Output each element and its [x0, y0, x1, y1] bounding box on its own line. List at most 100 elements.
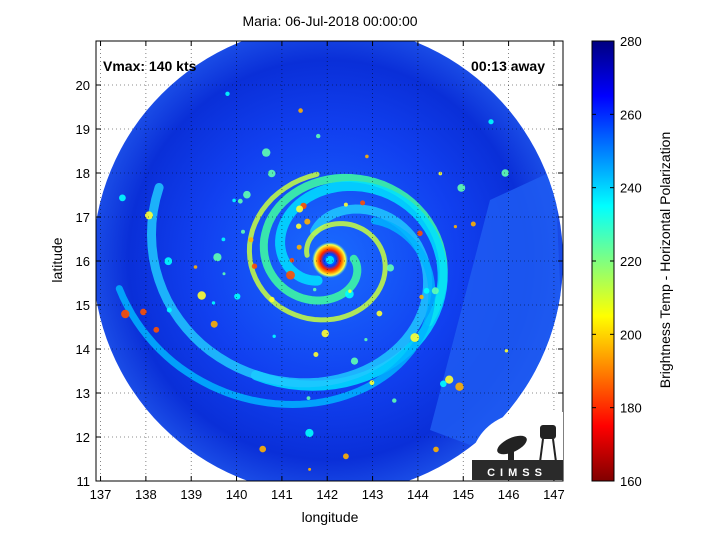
x-tick-label: 143 — [362, 487, 384, 502]
convective-cell — [289, 258, 295, 263]
rain-band — [251, 180, 448, 391]
y-axis: 11 12 13 14 15 16 17 18 19 20 — [76, 78, 563, 489]
convective-cell — [433, 446, 439, 453]
convective-cell — [197, 291, 206, 300]
logo-tower-leg — [552, 438, 557, 463]
convective-cell — [251, 263, 258, 269]
convective-cell — [423, 287, 430, 294]
convective-cell — [308, 467, 312, 471]
y-tick-label: 13 — [76, 386, 90, 401]
convective-cell — [365, 154, 369, 159]
convective-cell — [306, 396, 311, 400]
grid — [96, 41, 563, 482]
convective-cell — [313, 287, 317, 292]
convective-cell — [419, 294, 424, 300]
y-tick-label: 11 — [77, 474, 91, 489]
logo-tower-tank — [540, 425, 556, 439]
colorbar-tick-label: 240 — [620, 181, 642, 196]
convective-cell — [504, 349, 509, 353]
convective-cell — [119, 194, 126, 202]
convective-cell — [298, 108, 303, 113]
convective-cell — [267, 169, 276, 178]
y-tick-label: 16 — [76, 254, 90, 269]
y-tick-label: 14 — [76, 342, 90, 357]
x-tick-label: 141 — [271, 487, 293, 502]
convective-cell — [225, 91, 230, 97]
logo-dish-stand — [508, 448, 514, 460]
convective-cell — [392, 398, 397, 403]
chart-title: Maria: 06-Jul-2018 00:00:00 — [242, 13, 417, 29]
logo-ground — [472, 460, 563, 480]
x-tick-label: 138 — [135, 487, 157, 502]
axes-box — [95, 40, 564, 482]
convective-cell — [259, 445, 267, 453]
convective-cell — [386, 264, 394, 272]
vmax-label: Vmax: 140 kts — [103, 58, 197, 74]
colorbar-tick-label: 160 — [620, 474, 642, 489]
cimss-logo: CIMSS — [470, 412, 563, 480]
rain-band — [246, 171, 388, 323]
convective-cell — [248, 237, 254, 243]
x-tick-label: 140 — [226, 487, 248, 502]
x-tick-label: 147 — [543, 487, 565, 502]
convective-cell — [304, 218, 311, 225]
x-tick-label: 145 — [452, 487, 474, 502]
x-tick-label: 139 — [180, 487, 202, 502]
y-tick-label: 18 — [76, 166, 90, 181]
logo-text: CIMSS — [487, 467, 547, 479]
convective-cell — [316, 133, 321, 139]
y-tick-label: 12 — [76, 430, 90, 445]
convective-cell — [145, 211, 153, 220]
convective-cell — [286, 270, 295, 280]
convective-cell — [488, 119, 494, 125]
convective-cell — [348, 289, 352, 293]
convective-cell — [234, 293, 241, 300]
convective-cell — [440, 380, 447, 388]
x-tick-label: 144 — [407, 487, 429, 502]
convective-cell — [445, 375, 454, 384]
convective-cell — [501, 169, 509, 177]
x-tick-label: 137 — [90, 487, 112, 502]
x-axis-label: longitude — [302, 509, 359, 525]
x-tick-label: 146 — [498, 487, 520, 502]
convective-cell — [438, 171, 443, 176]
convective-cell — [272, 334, 276, 338]
convective-cell — [296, 223, 302, 229]
rain-band — [146, 183, 433, 388]
colorbar-label: Brightness Temp - Horizontal Polarizatio… — [657, 132, 673, 389]
convective-cell — [455, 382, 464, 391]
convective-cell — [313, 352, 319, 357]
rain-band — [115, 217, 436, 409]
y-tick-label: 20 — [76, 78, 90, 93]
convective-cell — [360, 200, 366, 206]
convective-cell — [243, 190, 251, 199]
y-tick-label: 15 — [76, 298, 90, 313]
colorbar-ticks: 160 180 200 220 240 260 280 — [592, 34, 642, 489]
swath-overlap-wedge — [430, 170, 562, 445]
convective-cell — [376, 310, 383, 317]
colorbar-tick-label: 220 — [620, 254, 642, 269]
colorbar-tick-label: 260 — [620, 107, 642, 122]
convective-cell — [232, 198, 236, 203]
rain-bands — [115, 91, 509, 471]
convective-cell — [364, 338, 368, 342]
colorbar-tick-label: 200 — [620, 327, 642, 342]
convective-cell — [262, 148, 271, 157]
logo-tower-leg — [539, 438, 544, 463]
time-away-label: 00:13 away — [471, 58, 545, 74]
convective-cell — [305, 428, 314, 438]
eye — [326, 256, 334, 264]
convective-cell — [269, 296, 275, 303]
convective-cell — [369, 380, 375, 386]
convective-cell — [121, 309, 130, 319]
convective-cell — [237, 198, 243, 204]
convective-cell — [296, 205, 304, 213]
convective-cell — [166, 307, 172, 313]
convective-cell — [222, 272, 226, 276]
convective-cell — [321, 329, 329, 338]
convective-cell — [241, 229, 245, 234]
x-axis: 137 138 139 140 141 142 143 144 145 146 147 — [90, 41, 565, 502]
convective-cell — [470, 221, 476, 227]
y-axis-label: latitude — [49, 237, 65, 282]
